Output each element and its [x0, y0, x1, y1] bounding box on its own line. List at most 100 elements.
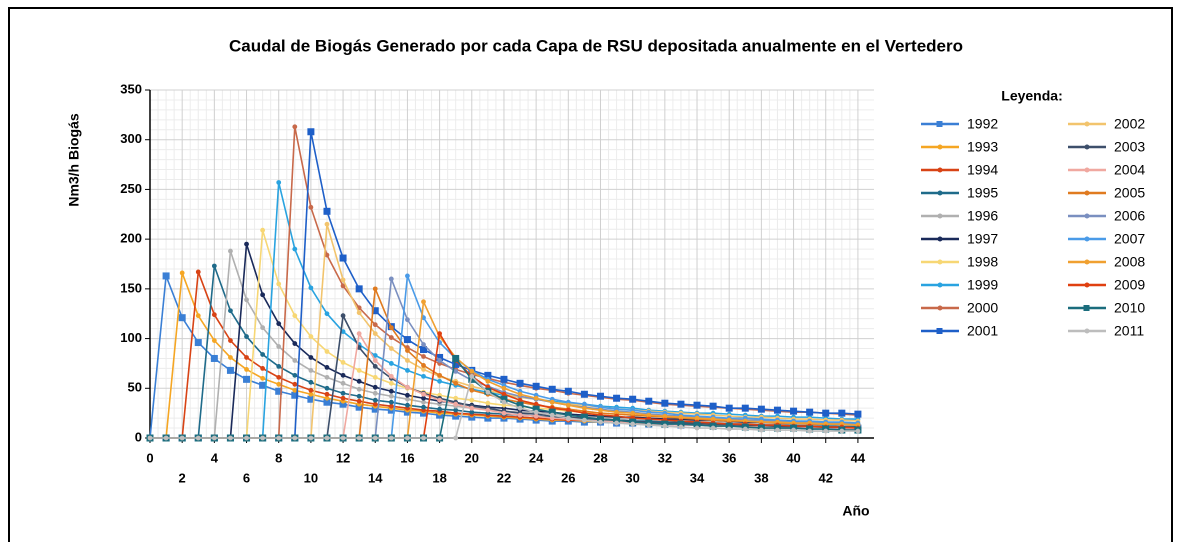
point: [340, 372, 346, 378]
point: [565, 415, 571, 421]
point: [388, 373, 394, 379]
point: [405, 392, 410, 398]
point: [147, 435, 153, 441]
point: [211, 312, 217, 318]
point: [549, 412, 555, 418]
point: [741, 404, 749, 412]
point: [307, 128, 315, 136]
legend-label: 2007: [1114, 231, 1145, 247]
x-tick-label: 10: [304, 470, 318, 485]
point: [276, 281, 282, 287]
point: [244, 435, 249, 441]
point: [340, 435, 346, 441]
point: [517, 391, 523, 397]
point: [453, 395, 459, 401]
legend-marker: [937, 259, 943, 265]
point: [420, 346, 428, 354]
x-tick-label: 12: [336, 450, 350, 465]
point: [372, 397, 378, 403]
point: [485, 400, 491, 406]
point: [292, 435, 298, 441]
point: [453, 380, 459, 386]
point: [244, 334, 249, 339]
point: [421, 354, 426, 359]
point: [694, 415, 700, 421]
legend-label: 1997: [967, 231, 998, 247]
point: [388, 335, 394, 340]
point: [308, 379, 314, 385]
point: [340, 313, 346, 319]
point: [244, 297, 249, 303]
point: [308, 435, 314, 441]
point: [405, 317, 410, 323]
point: [356, 310, 362, 316]
legend-marker: [1084, 213, 1090, 219]
point: [371, 405, 379, 413]
point: [292, 387, 298, 393]
x-tick-label: 16: [400, 450, 414, 465]
legend-marker: [1084, 282, 1090, 288]
x-tick-label: 18: [432, 470, 446, 485]
point: [437, 378, 442, 384]
point: [276, 321, 282, 327]
point: [372, 401, 378, 407]
point: [775, 427, 780, 433]
point: [388, 399, 394, 405]
point: [678, 414, 684, 420]
legend-label: 2011: [1114, 323, 1144, 339]
point: [485, 407, 491, 413]
point: [340, 277, 346, 283]
point: [469, 383, 475, 389]
x-tick-label: 36: [722, 450, 736, 465]
point: [260, 435, 266, 441]
point: [388, 403, 394, 409]
point: [228, 248, 233, 254]
point: [517, 397, 523, 403]
point: [228, 435, 233, 441]
y-tick-label: 50: [128, 380, 142, 395]
x-tick-label: 8: [275, 450, 282, 465]
point: [372, 331, 378, 336]
point: [582, 401, 587, 407]
point: [726, 426, 732, 432]
point: [614, 420, 619, 426]
y-tick-label: 300: [120, 131, 142, 146]
x-tick-label: 42: [818, 470, 832, 485]
point: [276, 381, 282, 387]
legend-marker: [1084, 190, 1090, 196]
point: [501, 385, 507, 391]
legend-label: 2001: [967, 323, 998, 339]
legend-marker: [1084, 144, 1090, 150]
point: [307, 395, 315, 403]
point: [709, 402, 717, 410]
point: [260, 292, 266, 298]
point: [244, 366, 249, 372]
point: [630, 421, 636, 427]
legend-marker: [1084, 259, 1090, 265]
y-tick-label: 200: [120, 231, 142, 246]
point: [340, 390, 346, 396]
point: [340, 395, 346, 401]
point: [244, 355, 249, 360]
point: [276, 435, 282, 441]
point: [469, 409, 475, 415]
point: [340, 380, 346, 386]
point: [211, 263, 217, 269]
legend-marker: [937, 167, 943, 173]
point: [405, 367, 410, 373]
legend-label: 2010: [1114, 300, 1145, 316]
point: [162, 272, 170, 280]
point: [469, 397, 475, 403]
x-tick-label: 24: [529, 450, 544, 465]
point: [437, 435, 442, 441]
legend-marker: [936, 328, 943, 334]
point: [453, 407, 459, 413]
x-tick-label: 0: [146, 450, 153, 465]
point: [437, 358, 442, 363]
point: [516, 379, 524, 387]
point: [516, 401, 524, 409]
point: [195, 313, 201, 319]
chart-title: Caudal de Biogás Generado por cada Capa …: [229, 36, 963, 55]
point: [211, 338, 217, 343]
point: [678, 424, 684, 430]
